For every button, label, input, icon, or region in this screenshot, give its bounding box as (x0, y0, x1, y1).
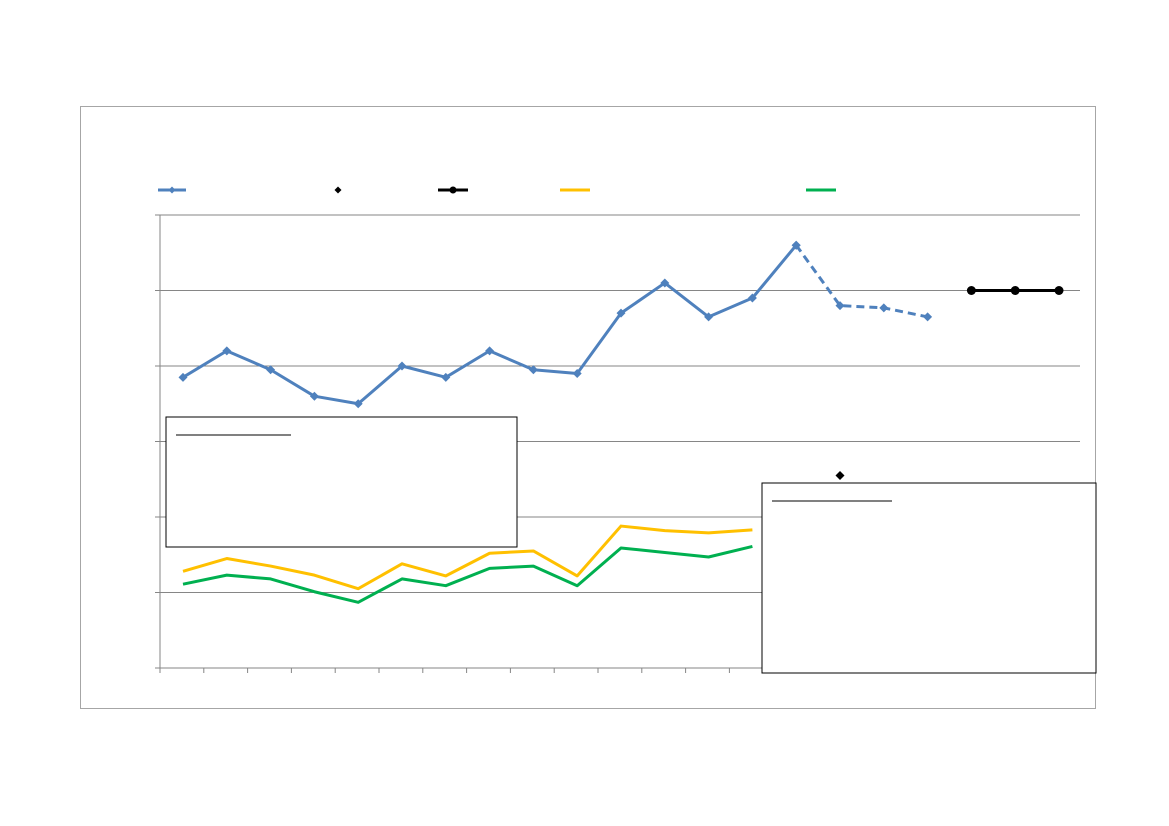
data-point (1054, 286, 1064, 295)
data-point (660, 278, 670, 288)
series-line-blue (182, 244, 798, 406)
legend (158, 186, 836, 194)
data-point (222, 346, 232, 356)
legend-item-blue (158, 186, 186, 194)
data-point (441, 372, 451, 382)
series-line-green (182, 544, 753, 604)
data-point (449, 186, 457, 194)
data-point (309, 391, 319, 401)
data-point (353, 399, 363, 409)
data-point (879, 303, 889, 313)
data-point (266, 365, 276, 375)
data-point (485, 346, 495, 356)
series-green (182, 544, 753, 604)
annotation-box-right (761, 482, 1097, 674)
data-point (334, 186, 342, 194)
plot-series (178, 240, 1064, 604)
data-point (572, 369, 582, 379)
data-point (704, 312, 714, 322)
legend-item-black-line (438, 186, 468, 194)
data-point (791, 240, 801, 250)
series-black-marker (835, 470, 845, 480)
data-point (616, 308, 626, 318)
legend-item-black-marker (334, 186, 342, 194)
series-yellow (182, 524, 753, 591)
data-point (923, 312, 933, 322)
annotation-box-left (165, 416, 518, 548)
data-point (747, 293, 757, 303)
data-point (835, 301, 845, 311)
data-point (397, 361, 407, 371)
data-point (528, 365, 538, 375)
series-black-line (966, 286, 1064, 295)
series-blue (178, 240, 933, 409)
data-point (1010, 286, 1020, 295)
data-point (966, 286, 976, 295)
series-line-blue (794, 244, 928, 319)
data-point (168, 186, 176, 194)
data-point (178, 372, 188, 382)
data-point (835, 470, 845, 480)
series-line-yellow (182, 524, 753, 591)
